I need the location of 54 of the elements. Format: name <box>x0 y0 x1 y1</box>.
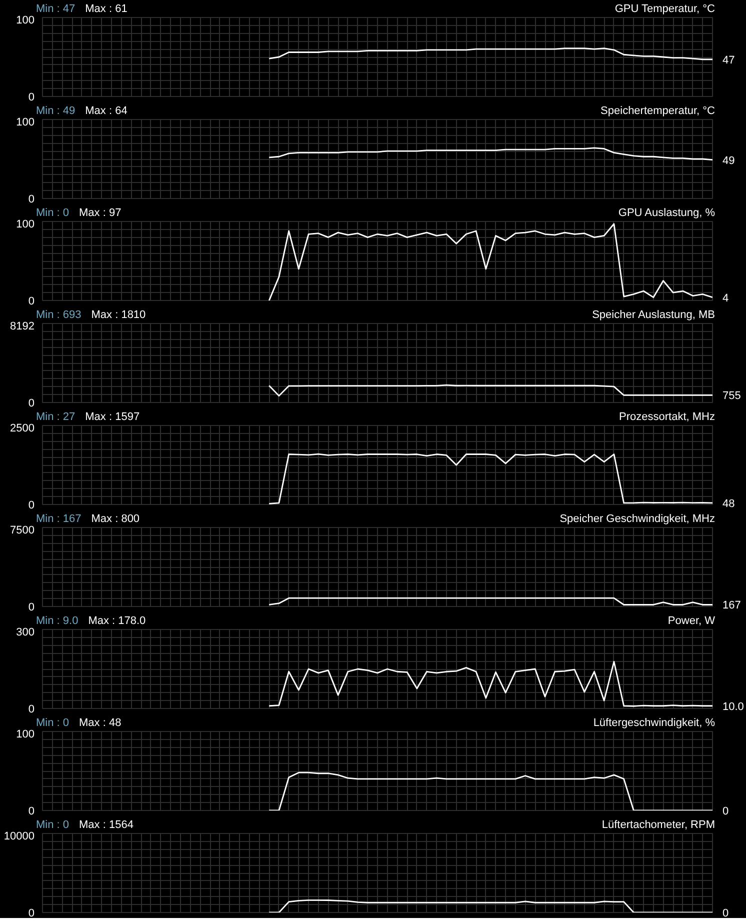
text: Min : 47 <box>36 2 76 17</box>
y-tick-label: 0 <box>28 908 35 920</box>
chart-title: Lüftertachometer, RPM <box>602 818 715 833</box>
text: Max : 61 <box>85 2 128 17</box>
text: 48 <box>722 498 735 510</box>
text: Max : 48 <box>79 716 122 731</box>
y-tick-label: 100 <box>16 218 35 230</box>
text: Min : 167 <box>36 512 82 527</box>
text: Max : 800 <box>91 512 140 527</box>
y-tick-label: 2500 <box>10 422 35 434</box>
y-tick-label: 0 <box>28 806 35 818</box>
text: 4 <box>722 292 729 304</box>
text: Min : 27 <box>36 410 76 425</box>
chart-title: Speichertemperatur, °C <box>600 104 715 119</box>
text: Max : 1564 <box>79 818 134 833</box>
chart-title: Speicher Auslastung, MB <box>592 308 715 323</box>
text: 10.0 <box>722 700 744 713</box>
y-tick-label: 100 <box>16 14 35 26</box>
y-tick-label: 100 <box>16 116 35 128</box>
y-tick-label: 8192 <box>10 320 35 332</box>
chart-title: Prozessortakt, MHz <box>619 410 715 425</box>
chart-title: Lüftergeschwindigkeit, % <box>593 716 715 731</box>
chart-title: GPU Temperatur, °C <box>614 2 715 17</box>
text: Max : 178.0 <box>88 614 146 629</box>
chart-title: Speicher Geschwindigkeit, MHz <box>560 512 715 527</box>
text: Min : 0 <box>36 818 70 833</box>
text: Max : 64 <box>85 104 128 119</box>
y-tick-label: 300 <box>16 626 35 638</box>
text: Min : 0 <box>36 206 70 221</box>
text: 49 <box>722 154 735 167</box>
chart-title: Power, W <box>668 614 715 629</box>
y-tick-label: 0 <box>28 398 35 410</box>
y-tick-label: 0 <box>28 194 35 206</box>
text: Min : 9.0 <box>36 614 78 629</box>
text: Min : 693 <box>36 308 82 323</box>
chart-title: GPU Auslastung, % <box>618 206 715 221</box>
y-tick-label: 0 <box>28 92 35 104</box>
text: Max : 1810 <box>91 308 146 323</box>
y-tick-label: 0 <box>28 296 35 308</box>
text: 755 <box>722 390 741 402</box>
text: Min : 0 <box>36 716 70 731</box>
text: 0 <box>722 806 729 818</box>
text: Max : 1597 <box>85 410 140 425</box>
text: Max : 97 <box>79 206 122 221</box>
text: Min : 49 <box>36 104 76 119</box>
y-tick-label: 0 <box>28 602 35 614</box>
text: 47 <box>722 54 735 66</box>
text: 0 <box>722 908 729 920</box>
y-tick-label: 0 <box>28 704 35 716</box>
y-tick-label: 0 <box>28 500 35 512</box>
y-tick-label: 7500 <box>10 524 35 536</box>
text: 167 <box>722 600 741 612</box>
y-tick-label: 100 <box>16 728 35 740</box>
y-tick-label: 10000 <box>4 830 35 842</box>
